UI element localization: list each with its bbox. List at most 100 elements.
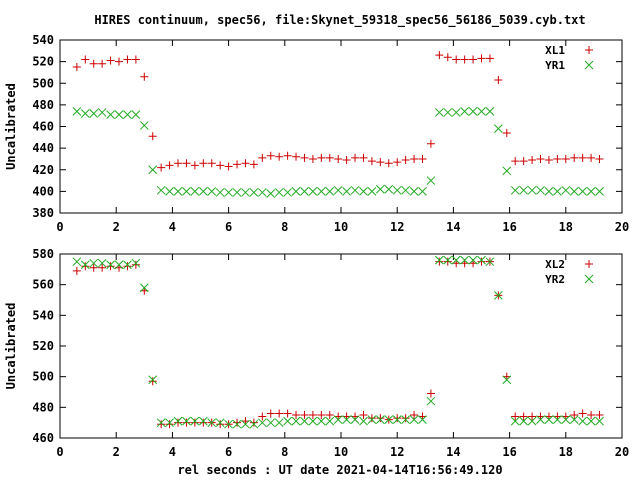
data-point-xl2 [595,411,604,419]
data-point-yr1 [139,121,149,130]
data-point-yr1 [123,110,132,119]
data-point-yr1 [350,185,360,195]
y-tick-label: 500 [32,370,54,384]
data-point-yr1 [131,110,141,119]
legend-label: YR1 [545,59,565,72]
data-point-yr1 [316,187,326,196]
y-tick-label: 500 [32,76,54,90]
data-point-yr1 [274,188,284,197]
data-point-yr1 [561,185,571,195]
data-point-xl1 [233,160,242,169]
data-point-yr1 [536,185,545,195]
data-point-yr1 [80,109,90,118]
data-point-xl1 [561,154,570,163]
data-point-xl1 [266,151,275,160]
data-point-xl1 [317,153,326,162]
data-point-xl2 [435,257,444,266]
data-point-yr1 [291,187,301,196]
data-point-yr2 [182,416,191,426]
y-tick-label: 560 [32,278,54,292]
data-point-xl1 [241,159,250,168]
x-tick-label: 14 [446,445,460,459]
y-tick-label: 580 [32,247,54,261]
data-point-yr2 [241,419,250,429]
data-point-xl1 [502,128,511,137]
data-point-yr1 [333,185,343,195]
data-point-yr2 [215,418,225,428]
data-point-yr1 [485,107,495,116]
data-point-yr2 [401,415,410,424]
data-point-xl2 [148,377,157,386]
data-point-yr1 [595,187,604,196]
data-point-yr1 [569,187,579,196]
data-point-xl1 [334,154,343,163]
data-point-xl1 [72,63,81,72]
data-point-xl2 [317,411,326,419]
data-point-xl1 [308,154,317,163]
data-point-xl1 [157,163,166,172]
data-point-xl1 [106,56,115,65]
data-point-yr1 [224,188,233,197]
x-tick-label: 8 [281,220,288,234]
x-tick-label: 14 [446,220,460,234]
x-tick-label: 16 [502,220,516,234]
data-point-yr1 [384,184,394,194]
data-point-xl1 [89,59,98,68]
x-tick-label: 16 [502,445,516,459]
data-point-xl2 [199,418,208,427]
data-point-xl1 [342,156,351,165]
data-point-yr1 [190,187,200,196]
data-point-yr2 [409,415,419,424]
data-point-xl1 [570,153,579,162]
data-point-xl2 [528,412,537,421]
data-point-yr2 [291,416,301,426]
data-point-yr2 [350,415,360,424]
data-point-yr1 [519,185,529,195]
data-point-xl2 [81,262,90,271]
data-point-yr2 [106,260,115,270]
data-point-yr1 [544,187,554,196]
data-point-xl2 [308,411,317,419]
data-point-yr2 [148,375,158,385]
data-point-yr1 [156,185,166,195]
x-tick-label: 10 [334,220,348,234]
data-point-xl2 [182,418,191,427]
data-point-yr1 [418,187,427,196]
data-point-xl1 [477,54,486,63]
x-tick-label: 12 [390,220,404,234]
data-point-yr2 [190,416,200,426]
x-tick-label: 4 [169,445,176,459]
data-point-xl1 [224,162,233,171]
data-point-xl1 [587,153,596,162]
data-point-xl1 [131,55,140,64]
plot-frame [59,253,623,439]
x-tick-label: 0 [56,220,63,234]
data-point-yr1 [434,108,444,117]
data-point-xl1 [148,132,157,141]
legend-label: XL2 [545,258,565,271]
data-point-xl1 [199,159,208,168]
data-point-yr2 [367,415,377,424]
legend-label: YR2 [545,273,565,286]
data-point-yr1 [249,188,259,197]
y-axis-label: Uncalibrated [4,83,18,170]
data-point-xl1 [351,153,360,162]
data-point-yr2 [325,416,335,426]
legend-marker-xl2 [585,260,593,268]
data-point-xl2 [106,262,115,271]
data-point-xl1 [528,156,537,165]
data-point-yr1 [308,187,318,196]
data-point-yr1 [375,184,385,194]
data-point-yr2 [224,419,233,429]
data-point-yr2 [519,416,529,426]
y-tick-label: 440 [32,141,54,155]
data-point-yr1 [165,187,174,196]
data-point-yr2 [274,418,284,428]
data-point-yr1 [451,108,461,117]
data-point-yr2 [156,418,166,428]
data-point-yr2 [114,260,124,270]
data-point-xl1 [393,158,402,167]
data-point-yr1 [502,166,512,176]
data-point-yr1 [367,187,377,196]
data-point-xl2 [72,266,81,275]
